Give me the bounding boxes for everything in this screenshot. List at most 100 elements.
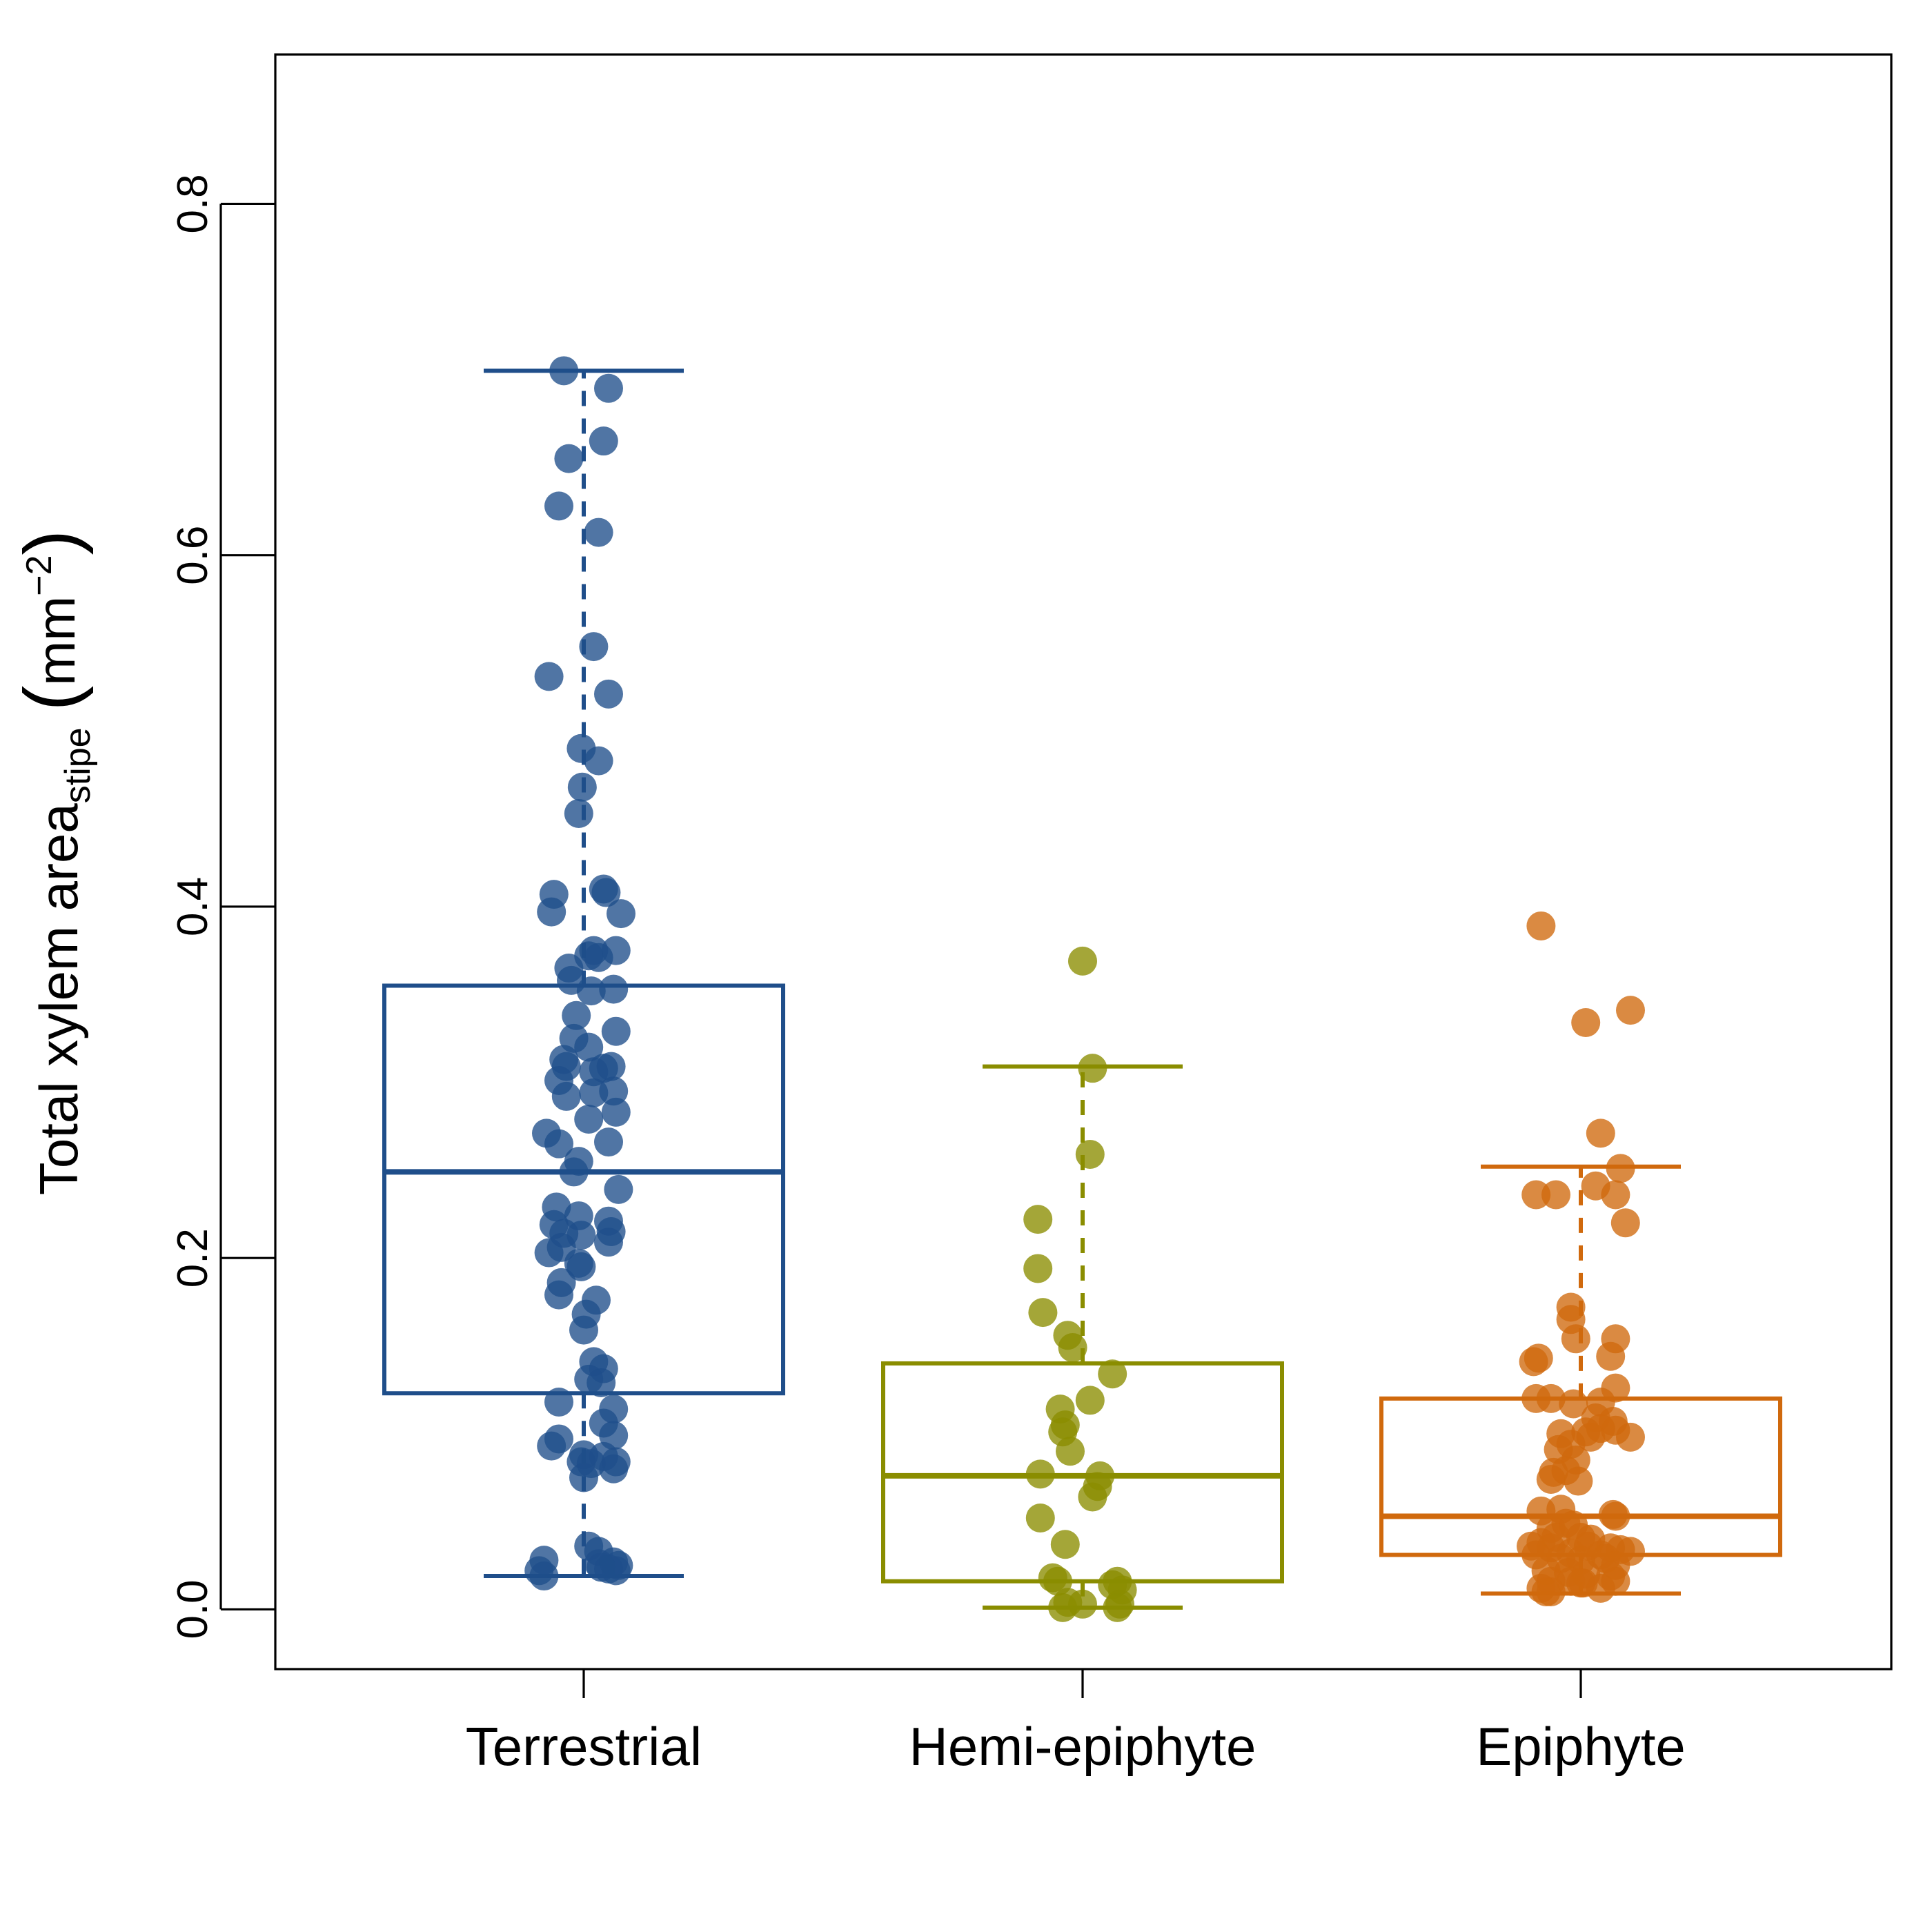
data-point bbox=[1098, 1359, 1127, 1389]
data-point bbox=[569, 1315, 598, 1345]
data-point bbox=[1541, 1180, 1570, 1210]
data-point bbox=[589, 426, 618, 456]
data-point bbox=[1616, 1422, 1645, 1452]
data-point bbox=[1610, 1208, 1640, 1238]
data-point bbox=[1606, 1154, 1635, 1183]
y-axis-title-paren-close: ) bbox=[9, 530, 94, 555]
data-point bbox=[1561, 1324, 1590, 1354]
data-point bbox=[569, 1463, 598, 1492]
y-tick-label: 0.8 bbox=[169, 174, 217, 233]
y-tick-label: 0.4 bbox=[169, 877, 217, 936]
data-point bbox=[574, 1105, 604, 1134]
x-tick-label: Terrestrial bbox=[466, 1716, 702, 1777]
data-point bbox=[544, 1280, 573, 1310]
data-point bbox=[1023, 1254, 1053, 1283]
data-point bbox=[559, 1157, 589, 1187]
group-hemi-epiphyte bbox=[881, 946, 1284, 1622]
y-axis-title-group: Total xylem areastipe (mm−2) bbox=[9, 530, 98, 1195]
data-point bbox=[1601, 1501, 1630, 1531]
data-point bbox=[574, 1364, 604, 1394]
y-axis-title-unit: mm bbox=[26, 596, 86, 686]
data-point bbox=[1028, 1298, 1058, 1328]
data-point bbox=[567, 772, 597, 802]
data-point bbox=[1050, 1530, 1080, 1559]
data-point bbox=[584, 746, 613, 776]
data-point bbox=[601, 936, 631, 965]
data-point bbox=[607, 899, 635, 929]
data-point bbox=[599, 1454, 629, 1483]
data-point bbox=[1075, 1386, 1105, 1415]
data-point bbox=[554, 444, 584, 473]
data-point bbox=[544, 1129, 573, 1159]
data-point bbox=[562, 1000, 591, 1030]
data-point bbox=[1521, 1180, 1551, 1210]
y-axis-title: Total xylem areastipe (mm−2) bbox=[9, 530, 98, 1195]
data-point bbox=[544, 491, 573, 521]
data-point bbox=[1078, 1054, 1107, 1083]
data-point bbox=[604, 1174, 633, 1204]
data-point bbox=[599, 1076, 629, 1106]
data-point bbox=[1078, 1482, 1107, 1512]
data-point bbox=[594, 373, 623, 403]
data-point bbox=[1025, 1504, 1055, 1533]
data-point bbox=[1536, 1465, 1566, 1495]
x-tick-label: Epiphyte bbox=[1476, 1716, 1686, 1777]
data-point bbox=[574, 1032, 604, 1062]
y-axis-title-main: Total xylem area bbox=[28, 803, 89, 1196]
y-axis-title-paren-open: ( bbox=[9, 686, 94, 711]
data-point bbox=[599, 974, 629, 1004]
data-point bbox=[579, 632, 609, 662]
x-tick-label: Hemi-epiphyte bbox=[909, 1716, 1256, 1777]
data-point bbox=[1571, 1007, 1601, 1037]
data-point bbox=[534, 662, 564, 691]
data-point bbox=[1559, 1389, 1588, 1419]
y-tick-label: 0.6 bbox=[169, 526, 217, 585]
data-point bbox=[594, 1127, 623, 1157]
plot-frame bbox=[274, 53, 1893, 1670]
y-tick-label: 0.0 bbox=[169, 1579, 217, 1639]
data-point bbox=[537, 897, 566, 927]
group-epiphyte bbox=[1379, 911, 1782, 1606]
data-point bbox=[566, 1252, 596, 1281]
data-point bbox=[594, 679, 623, 709]
y-tick-label: 0.2 bbox=[169, 1228, 217, 1288]
data-point bbox=[529, 1561, 559, 1591]
data-point bbox=[574, 941, 604, 971]
data-point bbox=[549, 356, 579, 386]
y-axis-title-text: Total xylem areastipe (mm−2) bbox=[9, 530, 98, 1195]
data-point bbox=[564, 798, 593, 828]
data-point bbox=[1519, 1347, 1548, 1377]
data-point bbox=[1056, 1437, 1085, 1466]
data-point bbox=[601, 1097, 631, 1127]
data-point bbox=[1048, 1593, 1078, 1622]
data-point bbox=[1536, 1383, 1566, 1413]
data-point bbox=[584, 518, 613, 547]
data-point bbox=[586, 1552, 616, 1582]
data-point bbox=[1531, 1577, 1561, 1606]
data-point bbox=[1103, 1593, 1132, 1622]
data-point bbox=[1586, 1118, 1615, 1148]
plot-groups bbox=[382, 356, 1782, 1622]
data-point bbox=[1596, 1341, 1626, 1371]
data-point bbox=[594, 1228, 623, 1257]
data-point bbox=[544, 1387, 573, 1417]
data-point bbox=[1601, 1180, 1630, 1210]
y-axis-title-sub: stipe bbox=[58, 727, 98, 803]
data-point bbox=[537, 1431, 566, 1461]
y-axis: 0.0 0.2 0.4 0.6 0.8 bbox=[169, 174, 275, 1639]
data-point bbox=[1068, 946, 1097, 976]
data-point bbox=[596, 1052, 626, 1081]
x-axis: Terrestrial Hemi-epiphyte Epiphyte bbox=[466, 1669, 1686, 1777]
data-point bbox=[591, 878, 621, 907]
data-point bbox=[551, 1081, 581, 1111]
group-terrestrial bbox=[382, 356, 785, 1591]
data-point bbox=[1025, 1459, 1055, 1489]
data-point bbox=[601, 1016, 631, 1046]
data-point bbox=[1616, 996, 1645, 1025]
data-point bbox=[1526, 911, 1556, 940]
data-point bbox=[1058, 1333, 1087, 1363]
y-axis-title-unit-exponent: −2 bbox=[19, 555, 59, 596]
data-point bbox=[1023, 1205, 1053, 1234]
data-point bbox=[576, 976, 606, 1006]
